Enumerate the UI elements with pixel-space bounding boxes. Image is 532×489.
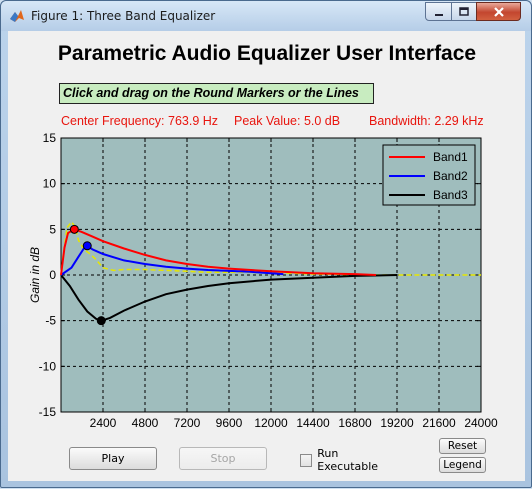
run-executable-option[interactable]: Run Executable <box>297 447 397 473</box>
band3-marker[interactable] <box>96 316 106 326</box>
close-icon <box>493 6 504 17</box>
legend-button[interactable]: Legend <box>439 457 486 473</box>
instruction-box: Click and drag on the Round Markers or t… <box>59 83 374 104</box>
band2-marker[interactable] <box>82 241 92 251</box>
band1-marker[interactable] <box>69 224 79 234</box>
reset-button[interactable]: Reset <box>439 438 486 454</box>
x-tick-label: 9600 <box>216 416 243 430</box>
run-executable-checkbox[interactable] <box>300 453 313 467</box>
legend-label: Band2 <box>433 169 468 183</box>
y-tick-label: -15 <box>39 405 57 419</box>
x-tick-label: 21600 <box>422 416 456 430</box>
x-tick-label: 12000 <box>254 416 288 430</box>
center-frequency-readout: Center Frequency: 763.9 Hz <box>61 114 219 128</box>
x-tick-label: 4800 <box>132 416 159 430</box>
y-tick-label: -5 <box>45 314 56 328</box>
peak-value-readout: Peak Value: 5.0 dB <box>234 114 341 128</box>
band3-curve[interactable] <box>60 274 398 322</box>
stop-button[interactable]: Stop <box>179 447 267 470</box>
y-tick-label: -10 <box>39 359 57 373</box>
x-tick-label: 24000 <box>464 416 498 430</box>
legend-label: Band1 <box>433 150 468 164</box>
bandwidth-readout: Bandwidth: 2.29 kHz <box>369 114 484 128</box>
band2-curve[interactable] <box>60 244 284 276</box>
x-tick-label: 16800 <box>338 416 372 430</box>
minimize-icon <box>434 13 443 16</box>
x-tick-label: 7200 <box>174 416 201 430</box>
y-axis-label: Gain in dB <box>28 247 42 303</box>
x-tick-label: 14400 <box>296 416 330 430</box>
minimize-button[interactable] <box>425 2 452 21</box>
page-title: Parametric Audio Equalizer User Interfac… <box>57 42 477 65</box>
matlab-logo-icon <box>10 10 24 22</box>
y-tick-label: 10 <box>43 177 57 191</box>
y-tick-label: 15 <box>43 131 57 145</box>
maximize-icon <box>459 6 469 16</box>
x-tick-label: 2400 <box>90 416 117 430</box>
play-button[interactable]: Play <box>69 447 157 470</box>
close-button[interactable] <box>476 2 521 21</box>
x-tick-label: 19200 <box>380 416 414 430</box>
window-title: Figure 1: Three Band Equalizer <box>31 9 216 23</box>
title-bar[interactable]: Figure 1: Three Band Equalizer <box>1 1 531 31</box>
legend-label: Band3 <box>433 188 468 202</box>
y-tick-label: 5 <box>49 222 56 236</box>
run-executable-label: Run Executable <box>317 447 379 473</box>
y-tick-label: 0 <box>49 268 56 282</box>
